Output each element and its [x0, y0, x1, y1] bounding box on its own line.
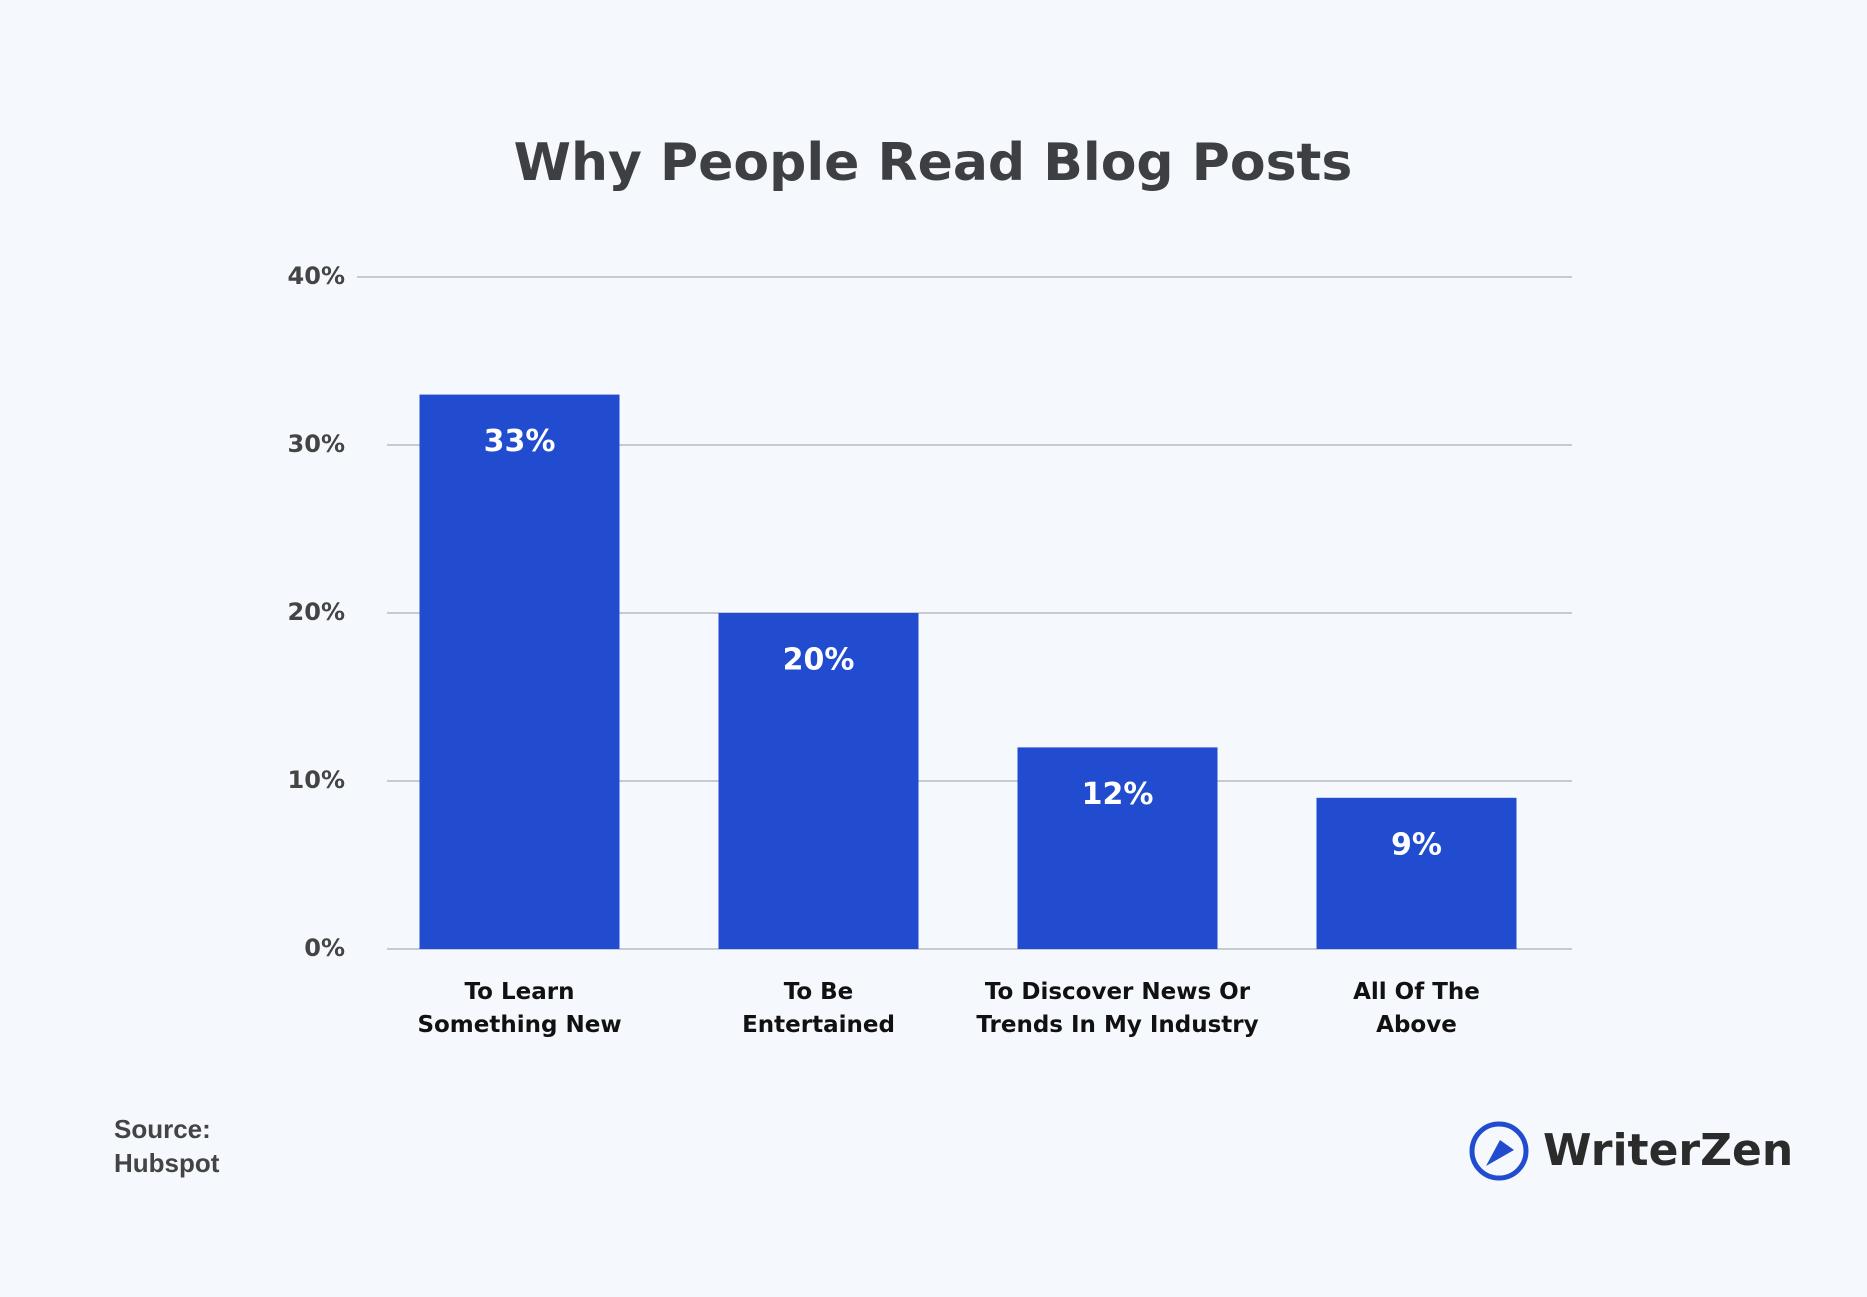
data-label: 9%	[1391, 827, 1442, 862]
y-tick-label: 10%	[288, 766, 345, 794]
x-tick-label: To Discover News Or Trends In My Industr…	[976, 979, 1259, 1038]
y-tick-label: 20%	[288, 598, 345, 626]
x-tick-label: All Of The Above	[1353, 979, 1480, 1038]
data-label: 33%	[484, 424, 556, 459]
bar	[419, 394, 620, 950]
y-tick-label: 30%	[288, 430, 345, 458]
bar	[718, 613, 919, 949]
chart-title: Why People Read Blog Posts	[514, 133, 1353, 193]
brand: WriterZen	[1543, 1125, 1793, 1176]
y-tick-label: 40%	[288, 262, 345, 290]
logo: WriterZen	[1469, 1121, 1793, 1181]
x-tick-label: To Be Entertained	[742, 979, 895, 1038]
x-tick-label: To Learn Something New	[417, 979, 622, 1038]
data-label: 12%	[1082, 777, 1154, 812]
y-tick-label: 0%	[304, 934, 345, 962]
bar	[1316, 797, 1517, 949]
data-label: 20%	[783, 643, 855, 678]
source: Source: Hubspot	[114, 1114, 220, 1178]
bar	[1017, 747, 1218, 949]
